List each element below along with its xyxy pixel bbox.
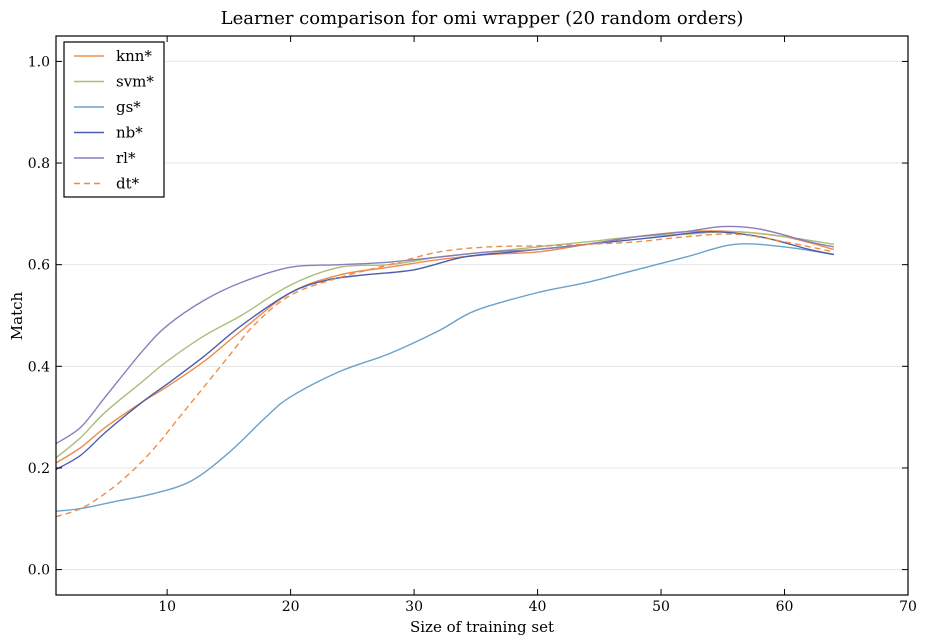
legend: knn* svm* gs* nb* rl* dt*	[63, 41, 165, 198]
axis-ticks: 0.0 0.2 0.4 0.6 0.8 1.0 10 20 30 40 50 60 70	[28, 36, 917, 615]
series-line-dt	[55, 233, 835, 518]
x-tick-label: 70	[899, 599, 917, 615]
series-line-rl	[55, 225, 835, 445]
x-tick-label: 30	[405, 599, 423, 615]
x-tick-label: 10	[158, 599, 176, 615]
y-tick-label: 0.8	[28, 156, 50, 172]
legend-label: gs*	[116, 98, 141, 116]
series-line-nb	[55, 230, 835, 471]
legend-label: knn*	[116, 47, 152, 65]
y-axis-title: Match	[8, 291, 26, 340]
x-tick-label: 40	[529, 599, 547, 615]
y-tick-label: 0.2	[28, 461, 50, 477]
x-axis-title: Size of training set	[410, 618, 554, 636]
grid-lines	[56, 60, 908, 571]
series-line-gs	[55, 243, 835, 512]
legend-label: dt*	[116, 175, 140, 193]
series-lines	[55, 225, 835, 518]
chart-title: Learner comparison for omi wrapper (20 r…	[221, 8, 744, 29]
series-line-knn	[55, 230, 835, 464]
legend-box	[63, 41, 165, 198]
legend-label: rl*	[116, 149, 136, 167]
legend-label: nb*	[116, 124, 143, 142]
y-tick-label: 0.0	[28, 563, 50, 579]
y-tick-label: 0.6	[28, 258, 50, 274]
legend-label: svm*	[116, 73, 154, 91]
series-line-svm	[55, 230, 835, 459]
x-tick-label: 60	[776, 599, 794, 615]
x-tick-label: 20	[282, 599, 300, 615]
plot-frame	[55, 35, 909, 596]
y-tick-label: 0.4	[28, 359, 50, 375]
x-tick-label: 50	[652, 599, 670, 615]
y-tick-label: 1.0	[28, 54, 50, 70]
